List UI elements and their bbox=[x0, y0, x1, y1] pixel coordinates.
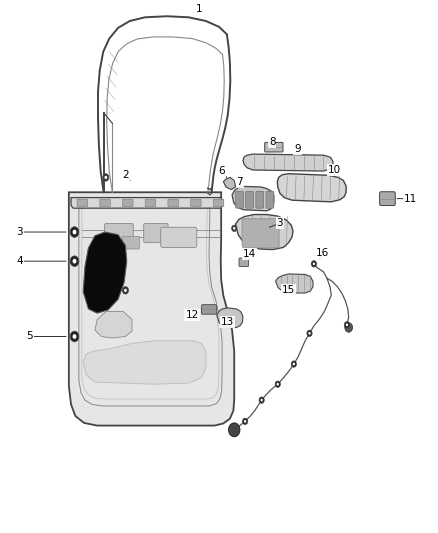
Text: 12: 12 bbox=[185, 310, 199, 320]
Text: 11: 11 bbox=[404, 193, 417, 204]
Circle shape bbox=[313, 262, 315, 265]
Polygon shape bbox=[236, 215, 293, 249]
FancyBboxPatch shape bbox=[201, 305, 216, 314]
Circle shape bbox=[73, 259, 77, 264]
Circle shape bbox=[229, 423, 240, 437]
Polygon shape bbox=[243, 154, 333, 171]
FancyBboxPatch shape bbox=[168, 199, 178, 207]
FancyBboxPatch shape bbox=[213, 199, 224, 207]
Text: 13: 13 bbox=[221, 317, 234, 327]
FancyBboxPatch shape bbox=[236, 191, 244, 208]
Circle shape bbox=[344, 321, 350, 328]
Circle shape bbox=[70, 227, 79, 237]
Circle shape bbox=[308, 332, 311, 335]
Circle shape bbox=[103, 174, 109, 181]
FancyBboxPatch shape bbox=[100, 199, 110, 207]
Circle shape bbox=[275, 381, 280, 387]
Circle shape bbox=[73, 230, 77, 235]
Polygon shape bbox=[71, 198, 221, 208]
FancyBboxPatch shape bbox=[266, 191, 274, 208]
FancyBboxPatch shape bbox=[380, 192, 395, 206]
FancyBboxPatch shape bbox=[191, 199, 201, 207]
Circle shape bbox=[345, 322, 353, 332]
Text: 2: 2 bbox=[122, 171, 129, 180]
Circle shape bbox=[291, 361, 297, 367]
Circle shape bbox=[233, 227, 235, 230]
FancyBboxPatch shape bbox=[256, 191, 264, 208]
Circle shape bbox=[243, 418, 248, 424]
FancyBboxPatch shape bbox=[122, 236, 139, 249]
Polygon shape bbox=[217, 308, 243, 327]
Text: 16: 16 bbox=[315, 248, 329, 259]
FancyBboxPatch shape bbox=[144, 223, 168, 243]
Polygon shape bbox=[83, 232, 127, 313]
Polygon shape bbox=[69, 192, 234, 425]
Text: 3: 3 bbox=[16, 227, 23, 237]
Text: 6: 6 bbox=[218, 166, 225, 176]
Circle shape bbox=[346, 324, 348, 326]
Text: 3: 3 bbox=[277, 218, 283, 228]
Circle shape bbox=[293, 362, 295, 366]
Circle shape bbox=[70, 331, 79, 342]
Polygon shape bbox=[95, 312, 132, 338]
Circle shape bbox=[261, 399, 263, 401]
Text: 7: 7 bbox=[237, 176, 243, 187]
FancyBboxPatch shape bbox=[161, 227, 197, 247]
Circle shape bbox=[307, 330, 312, 336]
Text: 9: 9 bbox=[294, 144, 300, 154]
Text: 14: 14 bbox=[243, 249, 256, 259]
Circle shape bbox=[311, 261, 317, 267]
FancyBboxPatch shape bbox=[123, 199, 133, 207]
FancyBboxPatch shape bbox=[145, 199, 155, 207]
Circle shape bbox=[122, 287, 128, 294]
Polygon shape bbox=[83, 341, 206, 384]
Text: 15: 15 bbox=[282, 285, 295, 295]
Circle shape bbox=[124, 289, 127, 292]
Polygon shape bbox=[232, 187, 274, 211]
Polygon shape bbox=[277, 174, 346, 202]
Circle shape bbox=[244, 420, 246, 423]
FancyBboxPatch shape bbox=[77, 199, 88, 207]
FancyBboxPatch shape bbox=[242, 219, 279, 248]
Circle shape bbox=[276, 383, 279, 386]
Polygon shape bbox=[223, 177, 236, 190]
FancyBboxPatch shape bbox=[265, 142, 283, 152]
FancyBboxPatch shape bbox=[239, 258, 249, 266]
Text: 5: 5 bbox=[26, 332, 33, 342]
Text: 4: 4 bbox=[16, 256, 23, 266]
Circle shape bbox=[259, 397, 264, 403]
Circle shape bbox=[232, 225, 237, 231]
Text: 10: 10 bbox=[328, 165, 341, 175]
FancyBboxPatch shape bbox=[246, 191, 254, 208]
Circle shape bbox=[70, 256, 79, 266]
Circle shape bbox=[105, 176, 107, 179]
Polygon shape bbox=[276, 274, 313, 293]
Circle shape bbox=[73, 334, 77, 339]
FancyBboxPatch shape bbox=[105, 223, 133, 243]
Text: 8: 8 bbox=[269, 137, 276, 147]
Text: 1: 1 bbox=[196, 4, 203, 14]
